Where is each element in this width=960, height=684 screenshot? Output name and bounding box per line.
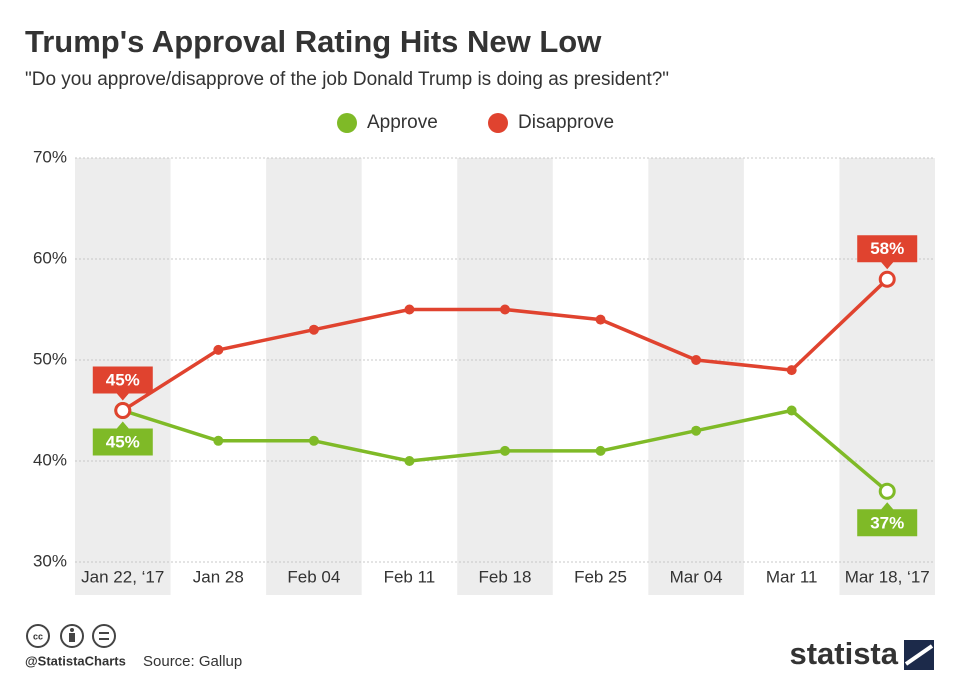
brand: statista	[789, 636, 898, 671]
data-label: 45%	[106, 432, 140, 451]
footer-source: Source: Gallup	[143, 653, 242, 670]
band	[648, 158, 744, 595]
footer-handle: @StatistaCharts	[25, 653, 126, 668]
point	[213, 435, 224, 446]
point	[878, 270, 896, 288]
x-tick-label: Feb 11	[384, 567, 436, 586]
legend-marker	[337, 113, 357, 133]
y-tick-label: 60%	[33, 248, 67, 267]
point	[404, 456, 415, 466]
svg-text:cc: cc	[33, 631, 43, 641]
point	[595, 445, 606, 456]
y-tick-label: 50%	[33, 349, 67, 368]
label-box	[92, 366, 153, 401]
brand-icon	[904, 640, 934, 670]
data-label: 58%	[870, 239, 904, 258]
x-tick-label: Mar 11	[766, 567, 818, 586]
chart-subtitle: "Do you approve/disapprove of the job Do…	[25, 69, 669, 90]
data-label: 37%	[870, 513, 904, 532]
legend-label: Approve	[367, 112, 438, 133]
point	[786, 365, 797, 376]
y-tick-label: 30%	[33, 551, 67, 570]
band	[457, 158, 553, 595]
point	[595, 314, 606, 325]
point	[691, 425, 702, 436]
y-tick-label: 40%	[33, 450, 67, 469]
point	[308, 324, 319, 335]
band	[266, 158, 362, 595]
point	[213, 344, 224, 355]
point	[691, 355, 702, 365]
x-tick-label: Feb 25	[574, 567, 627, 586]
cc-icons: cc	[26, 624, 116, 648]
x-tick-label: Jan 28	[193, 567, 244, 586]
label-box	[857, 235, 918, 270]
legend-label: Disapprove	[518, 112, 614, 133]
label-box	[857, 502, 918, 537]
x-tick-label: Feb 18	[479, 567, 532, 586]
x-tick-label: Feb 04	[287, 567, 340, 586]
y-tick-label: 70%	[33, 147, 67, 166]
point	[404, 304, 415, 315]
chart-title: Trump's Approval Rating Hits New Low	[25, 24, 602, 59]
point	[878, 482, 896, 500]
point	[786, 405, 797, 416]
point	[308, 435, 319, 446]
point	[500, 304, 510, 315]
data-label: 45%	[106, 370, 140, 389]
x-tick-label: Mar 04	[670, 567, 723, 586]
legend-marker	[488, 113, 508, 133]
point	[114, 402, 132, 419]
point	[500, 445, 510, 456]
x-tick-label: Mar 18, ‘17	[845, 567, 930, 586]
x-tick-label: Jan 22, ‘17	[81, 567, 164, 586]
label-box	[92, 421, 153, 456]
